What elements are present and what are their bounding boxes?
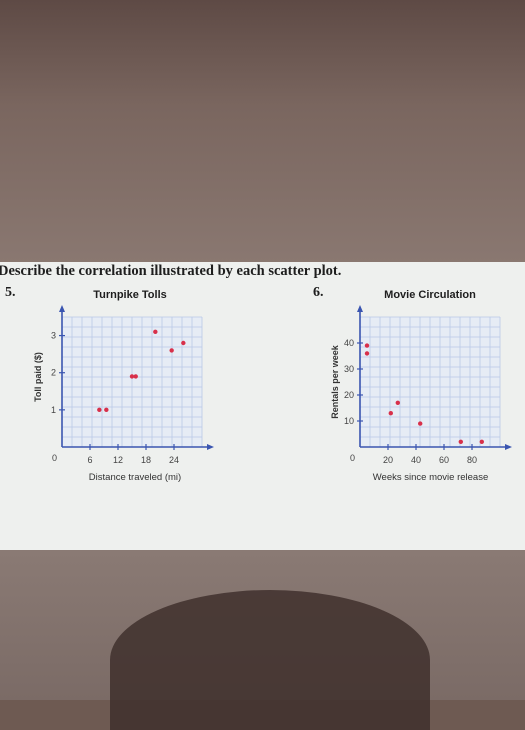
y-tick-label: 3 bbox=[51, 331, 56, 341]
origin-label: 0 bbox=[350, 453, 355, 463]
x-tick-label: 12 bbox=[113, 455, 123, 465]
data-point bbox=[364, 351, 370, 356]
x-axis-arrow bbox=[207, 444, 214, 450]
data-point bbox=[458, 439, 463, 444]
y-tick-label: 40 bbox=[344, 338, 354, 348]
shadow bbox=[110, 590, 430, 730]
grid-lines bbox=[359, 316, 501, 448]
y-axis-arrow bbox=[59, 305, 65, 312]
problem-number-5: 5. bbox=[5, 285, 16, 300]
data-point bbox=[153, 329, 158, 335]
x-tick-label: 40 bbox=[411, 455, 421, 465]
x-axis-arrow bbox=[505, 444, 512, 450]
background-top bbox=[0, 0, 525, 265]
y-tick-label: 20 bbox=[344, 390, 354, 400]
y-axis-arrow bbox=[357, 305, 363, 312]
origin-label: 0 bbox=[52, 453, 57, 463]
problem-number-6: 6. bbox=[313, 285, 324, 300]
data-point bbox=[388, 411, 393, 416]
y-tick-label: 2 bbox=[51, 368, 56, 378]
y-tick-label: 30 bbox=[344, 364, 354, 374]
x-tick-label: 6 bbox=[87, 455, 92, 465]
data-point bbox=[104, 407, 109, 413]
data-point bbox=[169, 348, 174, 353]
x-tick-label: 18 bbox=[141, 455, 151, 465]
data-point bbox=[364, 343, 370, 348]
x-tick-label: 80 bbox=[467, 455, 477, 465]
instructions-heading: Describe the correlation illustrated by … bbox=[0, 263, 342, 279]
data-point bbox=[181, 340, 186, 346]
scatter-plot-movie-circulation: 20 40 60 80 10 20 30 40 0 bbox=[344, 305, 512, 465]
chart-title-movie: Movie Circulation bbox=[384, 289, 476, 301]
data-point bbox=[479, 439, 484, 444]
x-tick-label: 60 bbox=[439, 455, 449, 465]
x-tick-label: 20 bbox=[383, 455, 393, 465]
y-tick-label: 10 bbox=[344, 416, 354, 426]
x-axis-label-distance: Distance traveled (mi) bbox=[88, 472, 182, 483]
y-tick-label: 1 bbox=[51, 405, 56, 415]
data-point bbox=[418, 421, 423, 426]
data-point bbox=[133, 374, 138, 379]
data-point bbox=[395, 400, 400, 405]
data-point bbox=[129, 374, 135, 379]
data-point bbox=[97, 407, 102, 413]
y-axis-label-rentals: Rentals per week bbox=[330, 345, 340, 419]
chart-title-turnpike: Turnpike Tolls bbox=[93, 289, 167, 301]
x-axis-label-weeks: Weeks since movie release bbox=[372, 472, 489, 483]
x-tick-label: 24 bbox=[169, 455, 179, 465]
